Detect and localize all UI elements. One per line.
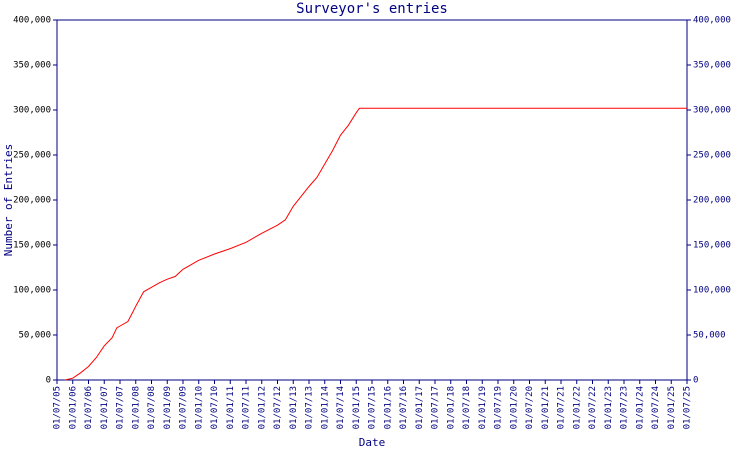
chart-title: Surveyor's entries (296, 1, 448, 17)
y-tick-label: 200,000 (13, 196, 51, 206)
y-tick-label: 100,000 (13, 286, 51, 296)
x-tick-label: 01/07/21 (557, 386, 567, 429)
y2-tick-label: 350,000 (693, 61, 731, 71)
x-tick-label: 01/07/14 (336, 386, 346, 429)
y-tick-label: 0 (46, 376, 51, 386)
x-tick-label: 01/01/07 (100, 386, 110, 429)
y2-tick-label: 300,000 (693, 106, 731, 116)
x-tick-label: 01/01/16 (383, 386, 393, 429)
y2-tick-label: 100,000 (693, 286, 731, 296)
x-tick-label: 01/07/10 (210, 386, 220, 429)
x-tick-label: 01/07/11 (242, 386, 252, 429)
y2-tick-label: 150,000 (693, 241, 731, 251)
x-tick-label: 01/07/16 (399, 386, 409, 429)
x-tick-label: 01/07/09 (179, 386, 189, 429)
x-tick-label: 01/07/07 (116, 386, 126, 429)
x-tick-label: 01/01/19 (478, 386, 488, 429)
x-tick-label: 01/07/13 (305, 386, 315, 429)
x-tick-label: 01/01/21 (541, 386, 551, 429)
x-tick-label: 01/07/25 (683, 386, 693, 429)
x-tick-label: 01/01/17 (415, 386, 425, 429)
x-tick-label: 01/07/22 (588, 386, 598, 429)
y-tick-label: 250,000 (13, 151, 51, 161)
y-tick-label: 400,000 (13, 16, 51, 26)
plot-frame (56, 19, 688, 381)
y-axis-label: Number of Entries (2, 144, 15, 257)
x-tick-label: 01/01/18 (446, 386, 456, 429)
x-tick-label: 01/01/14 (320, 386, 330, 429)
x-tick-label: 01/01/06 (68, 386, 78, 429)
x-tick-label: 01/01/20 (509, 386, 519, 429)
x-tick-label: 01/01/08 (131, 386, 141, 429)
x-tick-label: 01/01/09 (163, 386, 173, 429)
x-tick-label: 01/07/05 (53, 386, 63, 429)
x-axis-label: Date (359, 436, 386, 449)
x-tick-label: 01/01/24 (635, 386, 645, 429)
y2-tick-label: 400,000 (693, 16, 731, 26)
x-tick-label: 01/07/20 (525, 386, 535, 429)
y2-tick-label: 0 (693, 376, 698, 386)
x-tick-label: 01/01/23 (604, 386, 614, 429)
x-tick-label: 01/01/22 (572, 386, 582, 429)
y-tick-label: 50,000 (18, 331, 51, 341)
x-tick-label: 01/07/15 (368, 386, 378, 429)
x-tick-label: 01/01/12 (257, 386, 267, 429)
x-tick-label: 01/07/24 (651, 386, 661, 429)
x-tick-label: 01/07/19 (494, 386, 504, 429)
x-tick-label: 01/07/12 (273, 386, 283, 429)
x-tick-label: 01/01/10 (194, 386, 204, 429)
x-tick-label: 01/01/13 (289, 386, 299, 429)
x-tick-label: 01/07/08 (147, 386, 157, 429)
x-tick-label: 01/07/18 (462, 386, 472, 429)
x-tick-label: 01/07/17 (431, 386, 441, 429)
y2-tick-label: 50,000 (693, 331, 726, 341)
x-tick-label: 01/01/11 (226, 386, 236, 429)
x-tick-label: 01/01/15 (352, 386, 362, 429)
y2-tick-label: 200,000 (693, 196, 731, 206)
y-tick-label: 300,000 (13, 106, 51, 116)
y-tick-label: 150,000 (13, 241, 51, 251)
y2-tick-label: 250,000 (693, 151, 731, 161)
y-tick-label: 350,000 (13, 61, 51, 71)
x-tick-label: 01/01/25 (667, 386, 677, 429)
x-tick-label: 01/07/06 (84, 386, 94, 429)
data-line (64, 107, 687, 381)
x-tick-label: 01/07/23 (620, 386, 630, 429)
